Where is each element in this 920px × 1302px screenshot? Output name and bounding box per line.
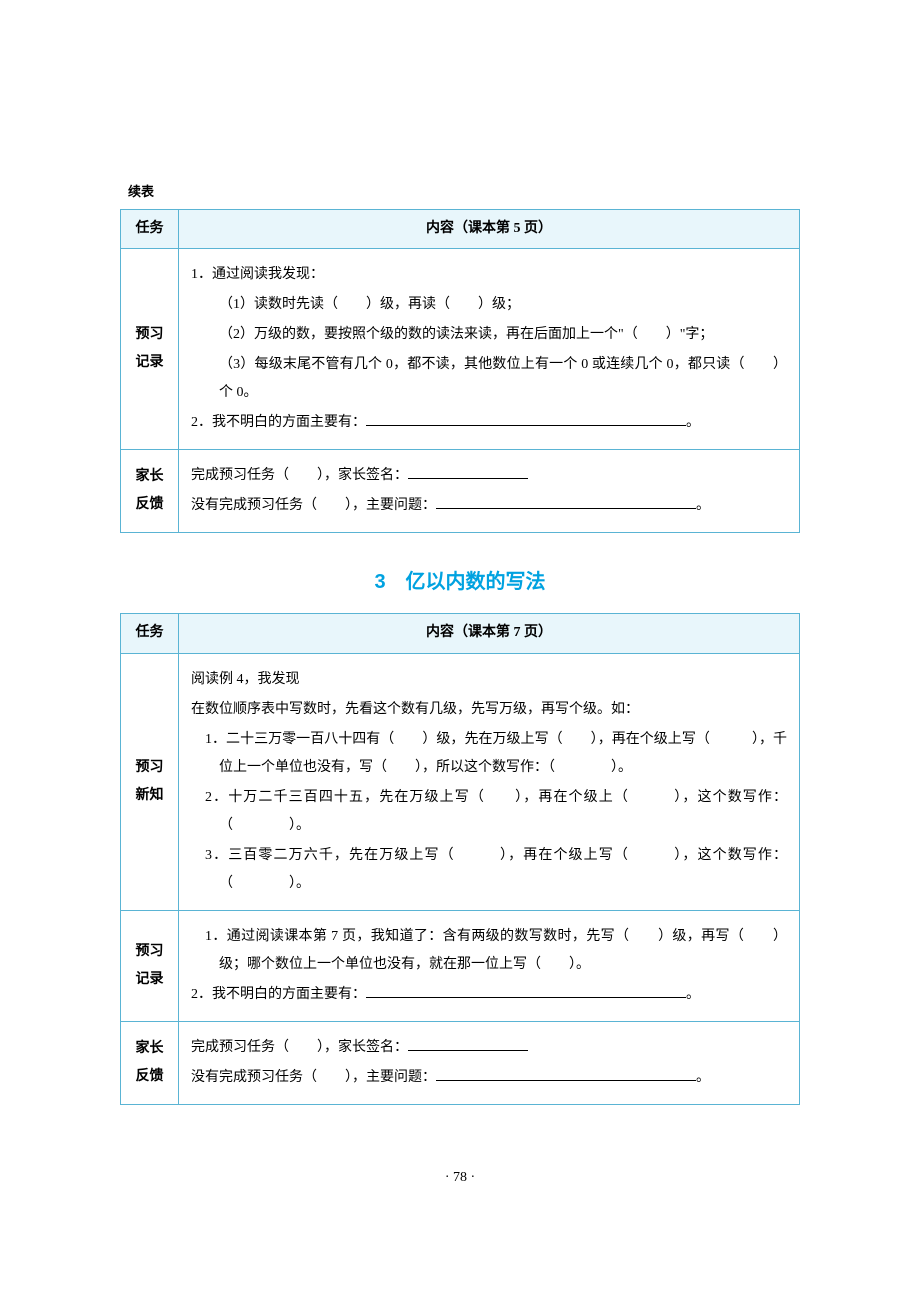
- content-line: 在数位顺序表中写数时，先看这个数有几级，先写万级，再写个级。如：: [191, 696, 787, 724]
- content-line: 没有完成预习任务（ ），主要问题： 。: [191, 1064, 787, 1092]
- label-text: 新知: [136, 788, 164, 803]
- content-line: 2．我不明白的方面主要有： 。: [191, 409, 787, 437]
- table-1-label-parent-feedback: 家长 反馈: [121, 450, 179, 533]
- table-2-content-parent-feedback: 完成预习任务（ ），家长签名： 没有完成预习任务（ ），主要问题： 。: [179, 1021, 800, 1104]
- blank-underline: [436, 494, 696, 509]
- content-line: 2．我不明白的方面主要有： 。: [191, 981, 787, 1009]
- content-text: 2．我不明白的方面主要有：: [191, 987, 366, 1002]
- content-line: 3．三百零二万六千，先在万级上写（ ），再在个级上写（ ），这个数写作：（ ）。: [191, 842, 787, 898]
- table-2-label-preview-new: 预习 新知: [121, 653, 179, 910]
- label-text: 预习: [136, 944, 164, 959]
- table-1-header-content: 内容（课本第 5 页）: [179, 209, 800, 249]
- blank-underline: [408, 1035, 528, 1050]
- content-text: 。: [696, 498, 710, 513]
- table-1-row-parent-feedback: 家长 反馈 完成预习任务（ ），家长签名： 没有完成预习任务（ ），主要问题： 。: [121, 450, 800, 533]
- content-line: （3）每级末尾不管有几个 0，都不读，其他数位上有一个 0 或连续几个 0，都只…: [191, 351, 787, 407]
- content-line: 2．十万二千三百四十五，先在万级上写（ ），再在个级上（ ），这个数写作：（ ）…: [191, 784, 787, 840]
- content-line: 1．二十三万零一百八十四有（ ）级，先在万级上写（ ），再在个级上写（ ），千位…: [191, 726, 787, 782]
- continue-table-label: 续表: [128, 180, 800, 205]
- content-text: 没有完成预习任务（ ），主要问题：: [191, 498, 436, 513]
- table-1: 任务 内容（课本第 5 页） 预习 记录 1．通过阅读我发现： （1）读数时先读…: [120, 209, 800, 534]
- table-2-header-content: 内容（课本第 7 页）: [179, 614, 800, 654]
- table-1-content-preview-record: 1．通过阅读我发现： （1）读数时先读（ ）级，再读（ ）级； （2）万级的数，…: [179, 249, 800, 450]
- content-line: 没有完成预习任务（ ），主要问题： 。: [191, 492, 787, 520]
- content-text: 。: [686, 987, 700, 1002]
- label-text: 记录: [136, 355, 164, 370]
- content-text: 没有完成预习任务（ ），主要问题：: [191, 1070, 436, 1085]
- content-line: 完成预习任务（ ），家长签名：: [191, 462, 787, 490]
- table-2-label-preview-record: 预习 记录: [121, 910, 179, 1021]
- table-2-label-parent-feedback: 家长 反馈: [121, 1021, 179, 1104]
- table-1-label-preview-record: 预习 记录: [121, 249, 179, 450]
- label-text: 反馈: [136, 497, 164, 512]
- content-text: 。: [686, 415, 700, 430]
- table-2-header-task: 任务: [121, 614, 179, 654]
- blank-underline: [436, 1065, 696, 1080]
- content-line: （1）读数时先读（ ）级，再读（ ）级；: [191, 291, 787, 319]
- label-text: 预习: [136, 760, 164, 775]
- table-1-header-task: 任务: [121, 209, 179, 249]
- content-line: 完成预习任务（ ），家长签名：: [191, 1034, 787, 1062]
- table-2-content-preview-record: 1．通过阅读课本第 7 页，我知道了：含有两级的数写数时，先写（ ）级，再写（ …: [179, 910, 800, 1021]
- label-text: 家长: [136, 1041, 164, 1056]
- content-line: 阅读例 4，我发现: [191, 666, 787, 694]
- page-number: · 78 ·: [120, 1165, 800, 1192]
- table-1-header-row: 任务 内容（课本第 5 页）: [121, 209, 800, 249]
- table-2-header-row: 任务 内容（课本第 7 页）: [121, 614, 800, 654]
- label-text: 预习: [136, 327, 164, 342]
- content-line: 1．通过阅读我发现：: [191, 261, 787, 289]
- table-2-row-preview-new: 预习 新知 阅读例 4，我发现 在数位顺序表中写数时，先看这个数有几级，先写万级…: [121, 653, 800, 910]
- label-text: 家长: [136, 469, 164, 484]
- label-text: 记录: [136, 972, 164, 987]
- table-2-row-preview-record: 预习 记录 1．通过阅读课本第 7 页，我知道了：含有两级的数写数时，先写（ ）…: [121, 910, 800, 1021]
- blank-underline: [366, 982, 686, 997]
- table-1-content-parent-feedback: 完成预习任务（ ），家长签名： 没有完成预习任务（ ），主要问题： 。: [179, 450, 800, 533]
- blank-underline: [408, 464, 528, 479]
- table-1-row-preview-record: 预习 记录 1．通过阅读我发现： （1）读数时先读（ ）级，再读（ ）级； （2…: [121, 249, 800, 450]
- blank-underline: [366, 411, 686, 426]
- content-text: 完成预习任务（ ），家长签名：: [191, 1040, 408, 1055]
- content-line: 1．通过阅读课本第 7 页，我知道了：含有两级的数写数时，先写（ ）级，再写（ …: [191, 923, 787, 979]
- content-line: （2）万级的数，要按照个级的数的读法来读，再在后面加上一个"（ ）"字；: [191, 321, 787, 349]
- table-2-row-parent-feedback: 家长 反馈 完成预习任务（ ），家长签名： 没有完成预习任务（ ），主要问题： 。: [121, 1021, 800, 1104]
- content-text: 完成预习任务（ ），家长签名：: [191, 468, 408, 483]
- content-text: 。: [696, 1070, 710, 1085]
- table-2: 任务 内容（课本第 7 页） 预习 新知 阅读例 4，我发现 在数位顺序表中写数…: [120, 613, 800, 1105]
- content-text: 2．我不明白的方面主要有：: [191, 415, 366, 430]
- label-text: 反馈: [136, 1069, 164, 1084]
- table-2-content-preview-new: 阅读例 4，我发现 在数位顺序表中写数时，先看这个数有几级，先写万级，再写个级。…: [179, 653, 800, 910]
- section-title: 3 亿以内数的写法: [120, 563, 800, 601]
